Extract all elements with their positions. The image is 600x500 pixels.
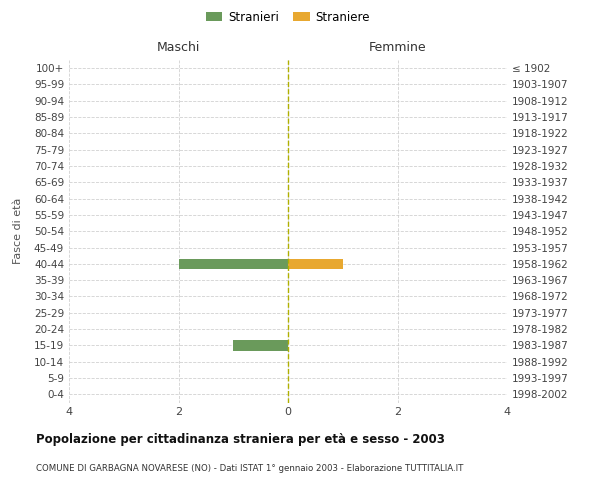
Text: COMUNE DI GARBAGNA NOVARESE (NO) - Dati ISTAT 1° gennaio 2003 - Elaborazione TUT: COMUNE DI GARBAGNA NOVARESE (NO) - Dati … [36,464,463,473]
Legend: Stranieri, Straniere: Stranieri, Straniere [201,6,375,28]
Text: Maschi: Maschi [157,42,200,54]
Y-axis label: Fasce di età: Fasce di età [13,198,23,264]
Bar [233,340,288,350]
Bar [288,258,343,269]
Text: Femmine: Femmine [368,42,427,54]
Bar [179,258,288,269]
Text: Popolazione per cittadinanza straniera per età e sesso - 2003: Popolazione per cittadinanza straniera p… [36,432,445,446]
